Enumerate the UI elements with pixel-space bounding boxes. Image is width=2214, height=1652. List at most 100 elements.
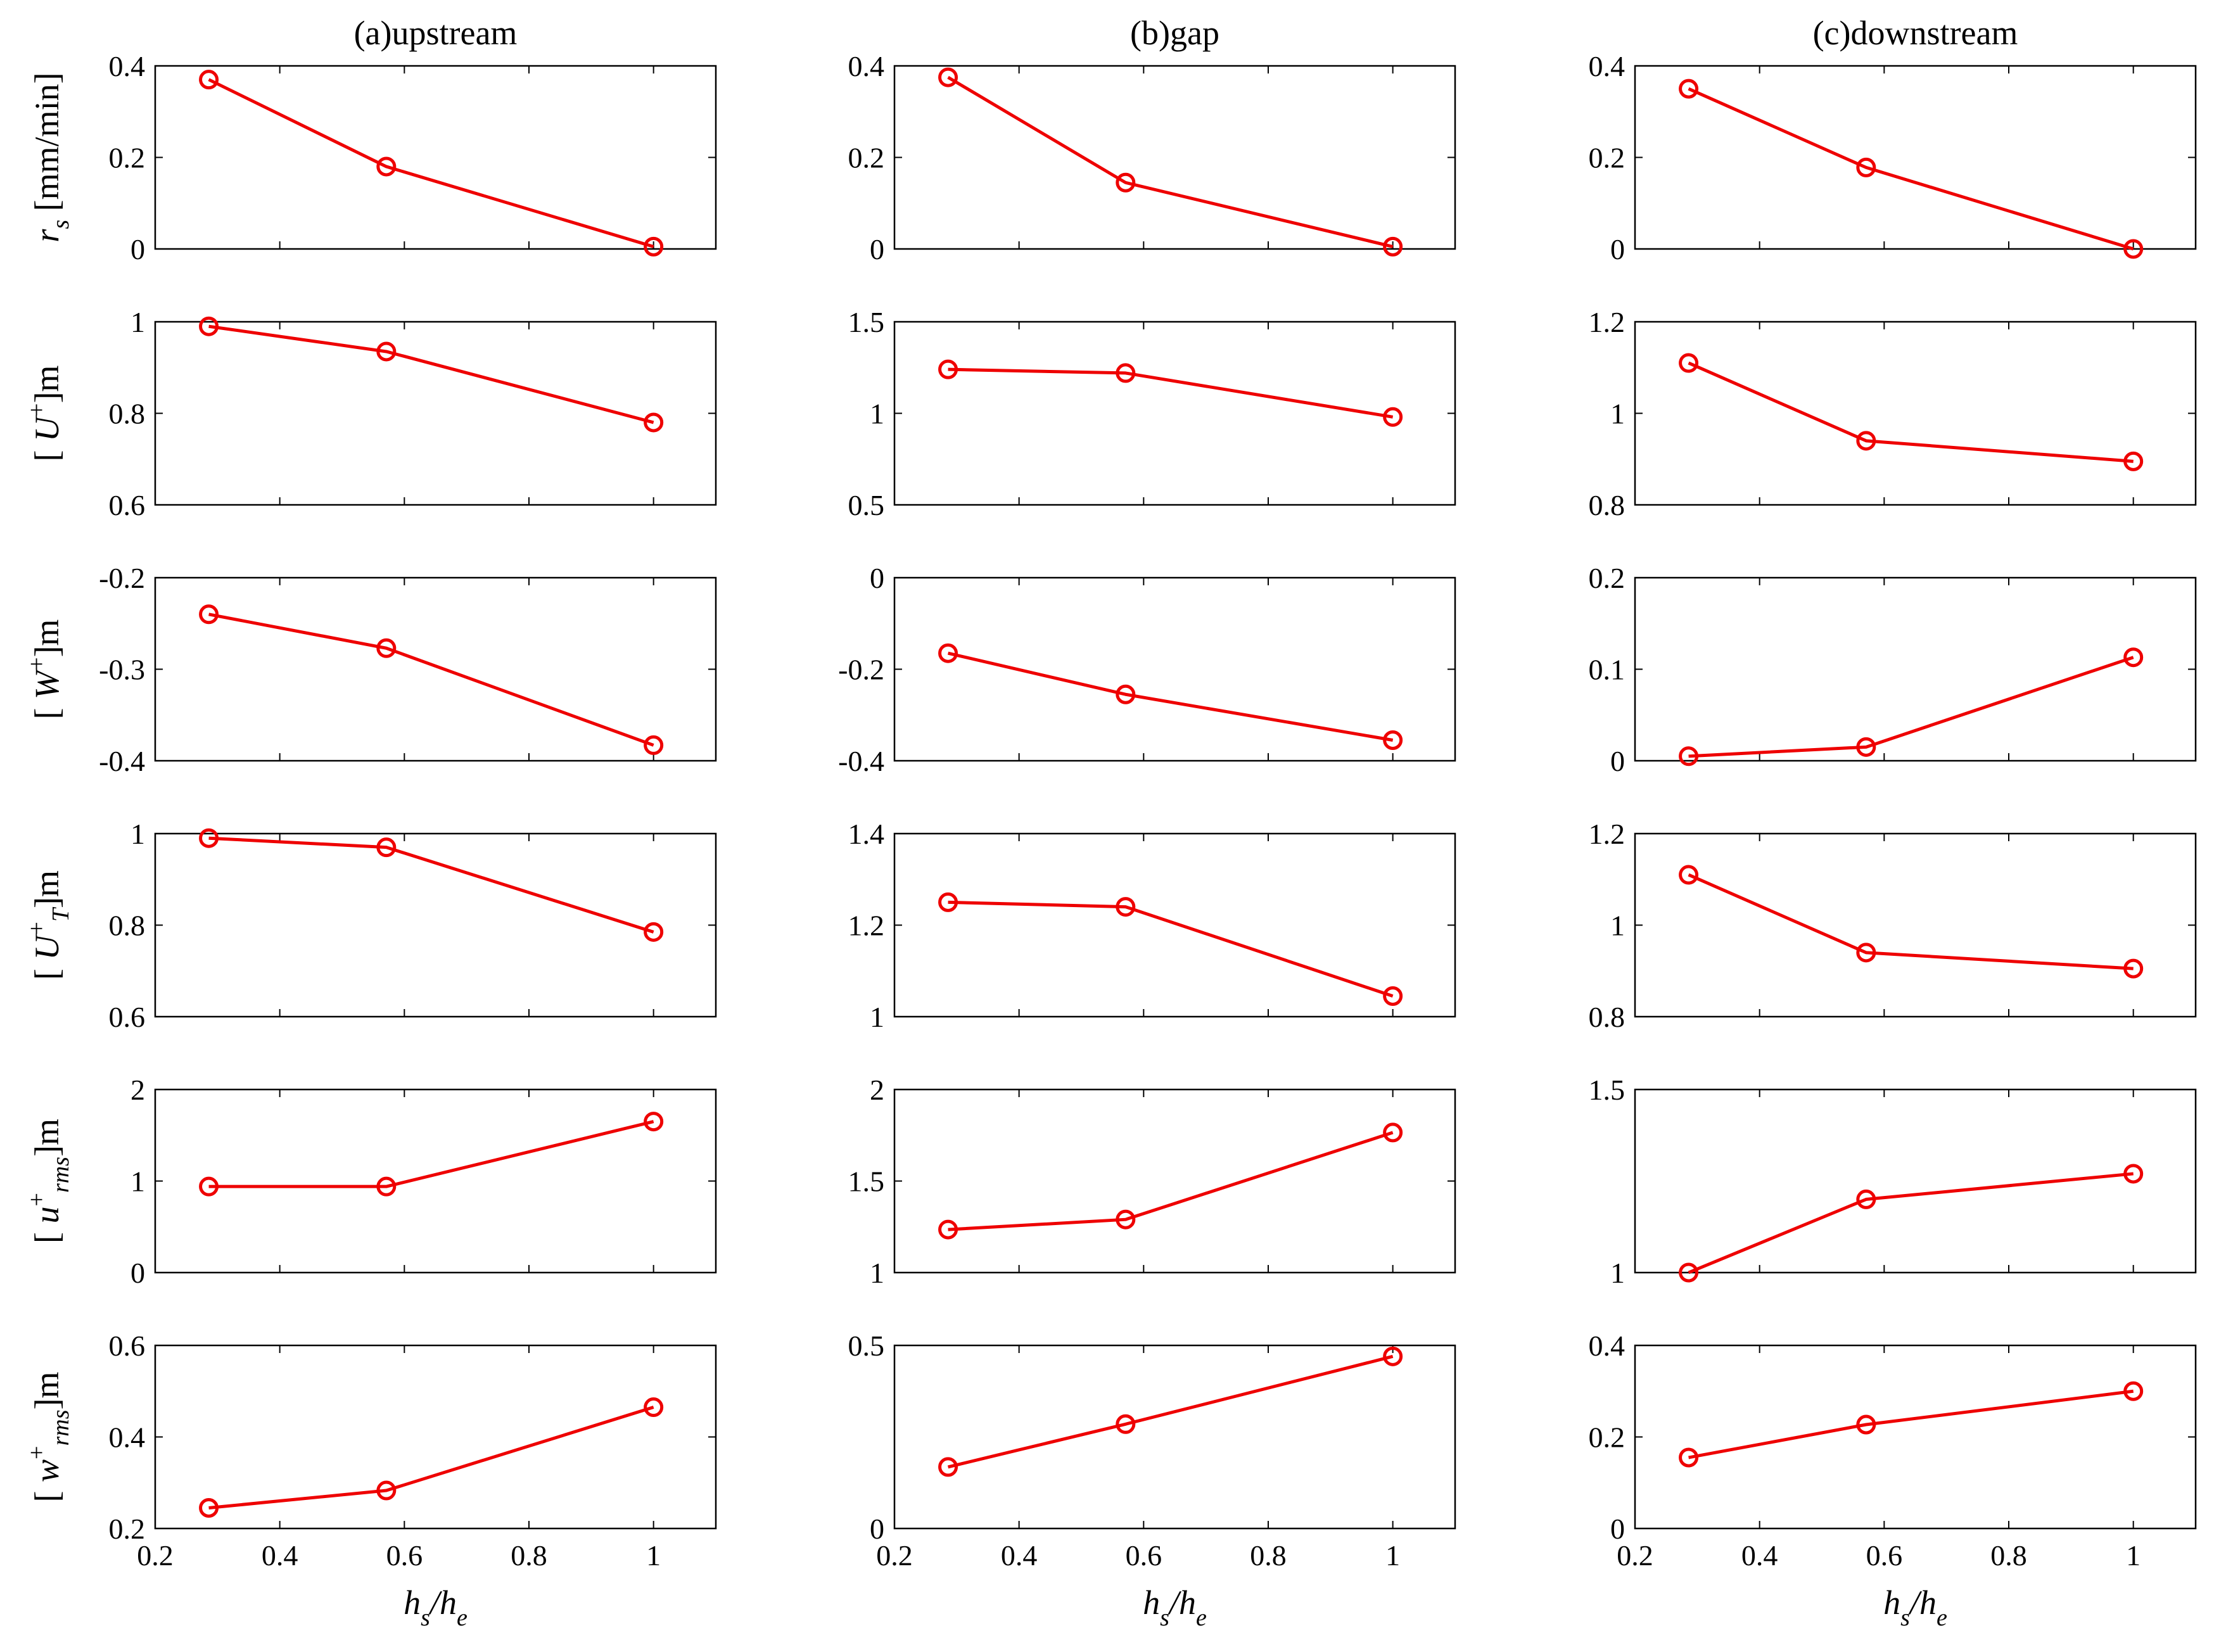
label-part: /h bbox=[1908, 1584, 1937, 1622]
data-point bbox=[938, 67, 958, 87]
y-tick-label: -0.4 bbox=[99, 745, 145, 777]
series-line bbox=[948, 900, 1394, 998]
data-point bbox=[376, 1480, 397, 1501]
y-axis-label-row-2: [ W+]m bbox=[23, 620, 66, 720]
label-part: s bbox=[48, 220, 74, 229]
axes-frame bbox=[1634, 832, 2197, 1018]
data-point bbox=[938, 1219, 958, 1240]
panel-r1-c1: 0.5 1 1.5 bbox=[848, 306, 1456, 521]
y-tick-label: 0.4 bbox=[848, 50, 885, 82]
panel-r4-c0: 0 1 2 bbox=[130, 1074, 717, 1289]
panel-r1-c2: 0.8 1 1.2 bbox=[1589, 306, 2197, 521]
y-tick-label: -0.3 bbox=[99, 654, 145, 686]
y-tick-label: 1.4 bbox=[848, 818, 885, 850]
label-part: + bbox=[23, 1193, 50, 1206]
axes-frame bbox=[1634, 576, 2197, 762]
y-tick-label: 1 bbox=[1610, 1257, 1625, 1289]
y-tick-label: 0 bbox=[1610, 233, 1625, 265]
x-tick-label: 0.2 bbox=[876, 1539, 913, 1572]
column-titles: (a)upstream (b)gap (c)downstream bbox=[354, 14, 2018, 52]
y-tick-label: 0.1 bbox=[1589, 654, 1626, 686]
label-part: rms bbox=[48, 1410, 74, 1446]
axes-frame bbox=[154, 1344, 717, 1530]
data-point bbox=[199, 828, 219, 848]
data-point bbox=[199, 1176, 219, 1197]
label-part: e bbox=[457, 1604, 468, 1631]
y-tick-label: 0 bbox=[870, 233, 884, 265]
panel-r1-c0: 0.6 0.8 1 bbox=[109, 306, 717, 521]
data-point bbox=[1856, 431, 1876, 451]
column-title-a-upstream: (a)upstream bbox=[354, 14, 518, 52]
axes-frame bbox=[893, 65, 1456, 250]
series-line bbox=[208, 1406, 654, 1509]
series-line bbox=[948, 367, 1394, 419]
series-line bbox=[208, 324, 654, 424]
data-point bbox=[644, 922, 664, 942]
x-axis-label: hs/he bbox=[404, 1584, 468, 1631]
label-part: /h bbox=[428, 1584, 457, 1622]
label-part: ]m bbox=[28, 365, 66, 403]
panel-r4-c1: 11.52 bbox=[848, 1074, 1456, 1289]
x-tick-label: 1 bbox=[2126, 1539, 2141, 1572]
y-tick-label: 0.8 bbox=[109, 910, 146, 942]
y-tick-label: 1.2 bbox=[848, 910, 885, 942]
panel-r5-c0: 0.2 0.4 0.6 0.8 1 0.2 0.4 0.6 bbox=[109, 1330, 717, 1572]
panels: 00.20.400.20.400.20.40.60.810.511.50.811… bbox=[99, 50, 2197, 1572]
data-point bbox=[1679, 865, 1699, 885]
data-point bbox=[1383, 730, 1403, 750]
label-part: [ bbox=[28, 960, 66, 980]
y-tick-label: 0 bbox=[130, 233, 145, 265]
data-point bbox=[1116, 172, 1136, 193]
label-part: u bbox=[28, 1206, 66, 1223]
y-tick-label: 0.5 bbox=[848, 489, 885, 521]
data-point bbox=[1856, 1414, 1876, 1435]
label-part: s bbox=[1160, 1604, 1169, 1631]
data-point bbox=[1856, 943, 1876, 963]
panel-r2-c0: -0.4 -0.3 -0.2 bbox=[99, 562, 717, 777]
label-part: U bbox=[28, 415, 66, 442]
series-line bbox=[948, 1131, 1394, 1231]
label-part: [ bbox=[28, 699, 66, 719]
label-part: r bbox=[28, 229, 66, 243]
label-part: + bbox=[23, 403, 50, 417]
y-tick-label: 1 bbox=[870, 398, 884, 430]
series-line bbox=[947, 1354, 1394, 1469]
y-tick-label: 1.2 bbox=[1589, 306, 1626, 338]
y-axis-label-row-1: [ U+]m bbox=[23, 365, 66, 462]
data-point bbox=[376, 156, 397, 177]
axes-frame bbox=[893, 576, 1456, 762]
data-point bbox=[1116, 897, 1136, 917]
y-tick-label: 0.4 bbox=[109, 1421, 146, 1454]
y-tick-label: 0.4 bbox=[1589, 1330, 1626, 1362]
series-line bbox=[1688, 361, 2134, 463]
data-point bbox=[2123, 239, 2144, 259]
x-tick-label: 0.4 bbox=[1741, 1539, 1778, 1572]
y-tick-label: 0.2 bbox=[1589, 562, 1626, 594]
label-part: h bbox=[1143, 1584, 1160, 1622]
label-part: s bbox=[1900, 1604, 1910, 1631]
series-line bbox=[1688, 873, 2134, 970]
axes-frame bbox=[154, 1088, 717, 1274]
x-tick-label: 0.2 bbox=[1617, 1539, 1653, 1572]
x-axis-label: hs/he bbox=[1883, 1584, 1947, 1631]
axes-frame bbox=[154, 576, 717, 762]
data-point bbox=[1679, 79, 1699, 99]
label-part: ]m bbox=[28, 620, 66, 658]
x-tick-label: 0.8 bbox=[511, 1539, 547, 1572]
data-point bbox=[938, 359, 958, 379]
label-part: W bbox=[28, 668, 66, 699]
axes-frame bbox=[1634, 1344, 2197, 1530]
label-part: ]m bbox=[28, 1372, 66, 1410]
data-point bbox=[644, 412, 664, 433]
x-tick-label: 0.2 bbox=[137, 1539, 174, 1572]
label-part: [ bbox=[28, 1223, 66, 1243]
data-point bbox=[2123, 451, 2144, 471]
label-part: + bbox=[23, 922, 50, 935]
y-tick-label: 0 bbox=[870, 562, 884, 594]
y-tick-label: 0.8 bbox=[1589, 489, 1626, 521]
series-line bbox=[1688, 1172, 2134, 1274]
y-tick-label: 2 bbox=[870, 1074, 884, 1106]
panel-r3-c1: 1 1.2 1.4 bbox=[848, 818, 1456, 1033]
data-point bbox=[1679, 1447, 1699, 1468]
x-tick-label: 0.8 bbox=[1250, 1539, 1287, 1572]
